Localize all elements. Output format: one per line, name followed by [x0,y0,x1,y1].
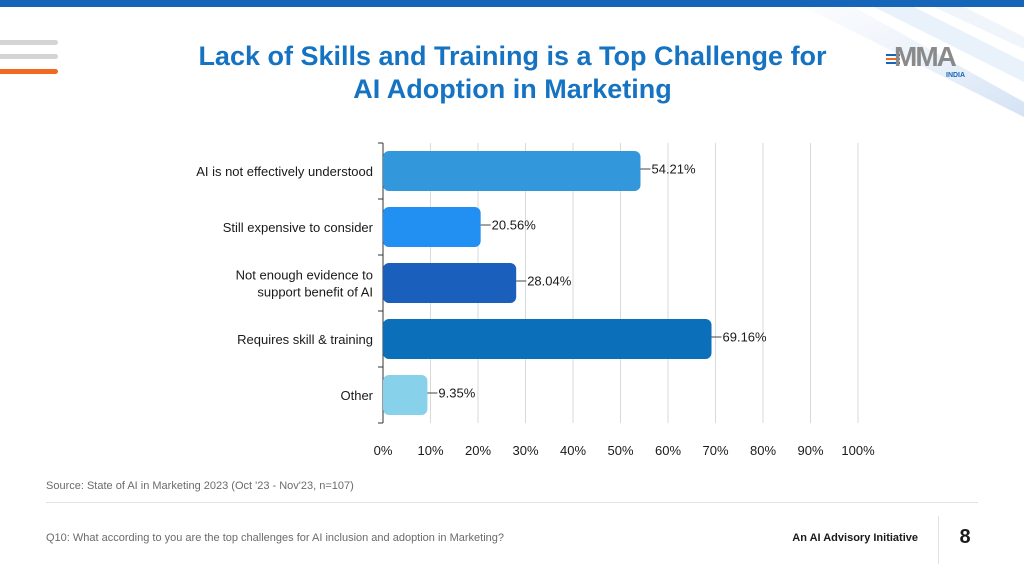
x-tick-label-80: 80% [750,443,776,458]
bar-3 [383,319,712,359]
bar-1 [383,207,481,247]
value-label-3: 69.16% [723,330,768,345]
footer-divider [46,502,978,503]
logo-text: MMA [894,41,957,72]
value-label-1: 20.56% [492,218,537,233]
category-label-3: Requires skill & training [237,332,373,347]
x-tick-label-90: 90% [797,443,823,458]
page-title-line-1: Lack of Skills and Training is a Top Cha… [198,41,827,71]
value-label-2: 28.04% [527,274,572,289]
x-tick-label-50: 50% [607,443,633,458]
category-label-2-line-1: support benefit of AI [257,285,373,300]
x-tick-label-40: 40% [560,443,586,458]
mma-india-logo: MMA INDIA [886,42,976,82]
x-tick-label-0: 0% [374,443,393,458]
page-number: 8 [959,526,971,548]
category-label-2-line-0: Not enough evidence to [236,268,373,283]
survey-question: Q10: What according to you are the top c… [46,532,505,544]
x-tick-label-10: 10% [417,443,443,458]
x-tick-label-20: 20% [465,443,491,458]
page-title-line-2: AI Adoption in Marketing [353,74,672,104]
category-label-4: Other [340,388,373,403]
x-tick-label-100: 100% [841,443,875,458]
logo-subtext: INDIA [946,72,966,79]
top-accent-bar [0,0,1024,7]
menu-lines-decoration [0,40,58,80]
page-title: Lack of Skills and Training is a Top Cha… [140,40,885,106]
value-label-4: 9.35% [438,386,475,401]
bar-2 [383,263,517,303]
source-note: Source: State of AI in Marketing 2023 (O… [46,480,354,492]
footer-vertical-divider [938,516,939,564]
value-label-0: 54.21% [651,162,696,177]
bar-4 [383,375,428,415]
corner-decoration [764,7,1024,117]
x-tick-label-60: 60% [655,443,681,458]
logo-bars-icon [886,54,900,66]
footer-tagline: An AI Advisory Initiative [792,532,918,544]
category-label-1: Still expensive to consider [223,220,374,235]
x-tick-label-70: 70% [702,443,728,458]
bar-0 [383,151,641,191]
category-label-0: AI is not effectively understood [196,164,373,179]
x-tick-label-30: 30% [512,443,538,458]
